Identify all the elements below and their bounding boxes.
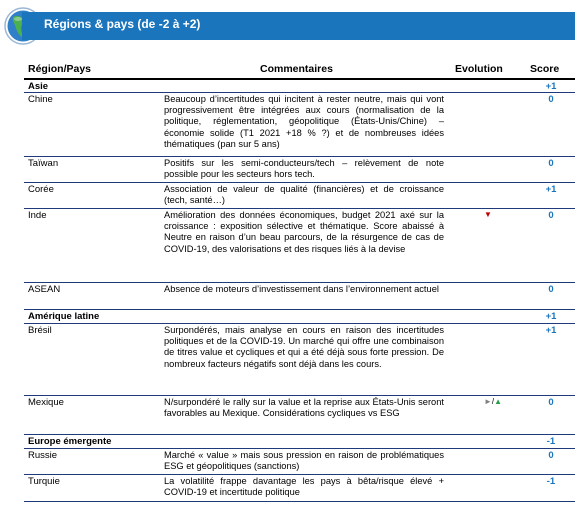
column-header-evolution: Evolution <box>455 63 503 75</box>
score-value: -1 <box>546 476 556 487</box>
comment-text: Absence de moteurs d’investissement dans… <box>164 284 439 294</box>
country-label: Turquie <box>28 476 60 487</box>
country-label: Brésil <box>28 325 52 336</box>
score-value: +1 <box>545 325 557 336</box>
score-value: 0 <box>548 450 554 461</box>
arrow-right-icon: ► <box>484 397 492 406</box>
country-label: Corée <box>28 184 54 195</box>
table-row: Corée Association de valeur de qualité (… <box>24 183 575 209</box>
comment-text: Surpondérés, mais analyse en cours en ra… <box>164 325 444 369</box>
country-label: Taïwan <box>28 158 59 169</box>
table-row: Taïwan Positifs sur les semi-conducteurs… <box>24 157 575 183</box>
table-header: Région/Pays Commentaires Evolution Score <box>24 62 575 80</box>
group-label: Europe émergente <box>28 436 112 447</box>
country-label: ASEAN <box>28 284 61 295</box>
table-row: Turquie La volatilité frappe davantage l… <box>24 475 575 502</box>
comment-text: Beaucoup d’incertitudes qui incitent à r… <box>164 94 444 149</box>
table-row: Russie Marché « value » mais sous pressi… <box>24 449 575 475</box>
table-row: Mexique N/surpondéré le rally sur la val… <box>24 396 575 435</box>
comment-text: Amélioration des données économiques, bu… <box>164 210 444 254</box>
score-value: +1 <box>545 311 557 322</box>
column-header-score: Score <box>530 63 560 75</box>
group-label: Asie <box>28 81 49 92</box>
arrow-up-icon: ▲ <box>494 397 503 406</box>
regions-table: Région/Pays Commentaires Evolution Score… <box>24 62 575 502</box>
table-row: Brésil Surpondérés, mais analyse en cour… <box>24 324 575 396</box>
score-value: 0 <box>548 284 554 295</box>
comment-text: N/surpondéré le rally sur la value et la… <box>164 397 444 419</box>
score-value: +1 <box>545 184 557 195</box>
score-value: 0 <box>548 158 554 169</box>
score-value: 0 <box>548 94 554 105</box>
header-banner <box>22 12 575 40</box>
comment-text: Positifs sur les semi-conducteurs/tech –… <box>164 158 444 180</box>
group-label: Amérique latine <box>28 311 100 322</box>
table-row: Chine Beaucoup d’incertitudes qui incite… <box>24 93 575 157</box>
table-row: ASEAN Absence de moteurs d’investissemen… <box>24 283 575 310</box>
country-label: Chine <box>28 94 53 105</box>
column-header-comments: Commentaires <box>260 63 333 75</box>
comment-text: Association de valeur de qualité (financ… <box>164 184 444 206</box>
arrow-down-icon: ▼ <box>484 210 492 219</box>
table-row: Inde Amélioration des données économique… <box>24 209 575 283</box>
column-header-region: Région/Pays <box>28 63 92 75</box>
country-label: Russie <box>28 450 58 461</box>
country-label: Mexique <box>28 397 64 408</box>
score-value: -1 <box>546 436 556 447</box>
table-row: Asie +1 <box>24 80 575 93</box>
country-label: Inde <box>28 210 47 221</box>
comment-text: Marché « value » mais sous pression en r… <box>164 450 444 472</box>
score-value: +1 <box>545 81 557 92</box>
comment-text: La volatilité frappe davantage les pays … <box>164 476 444 498</box>
table-row: Amérique latine +1 <box>24 310 575 324</box>
table-row: Europe émergente -1 <box>24 435 575 449</box>
score-value: 0 <box>548 397 554 408</box>
page-title: Régions & pays (de -2 à +2) <box>44 17 201 31</box>
evolution-indicator: ►/▲ <box>484 397 503 406</box>
score-value: 0 <box>548 210 554 221</box>
